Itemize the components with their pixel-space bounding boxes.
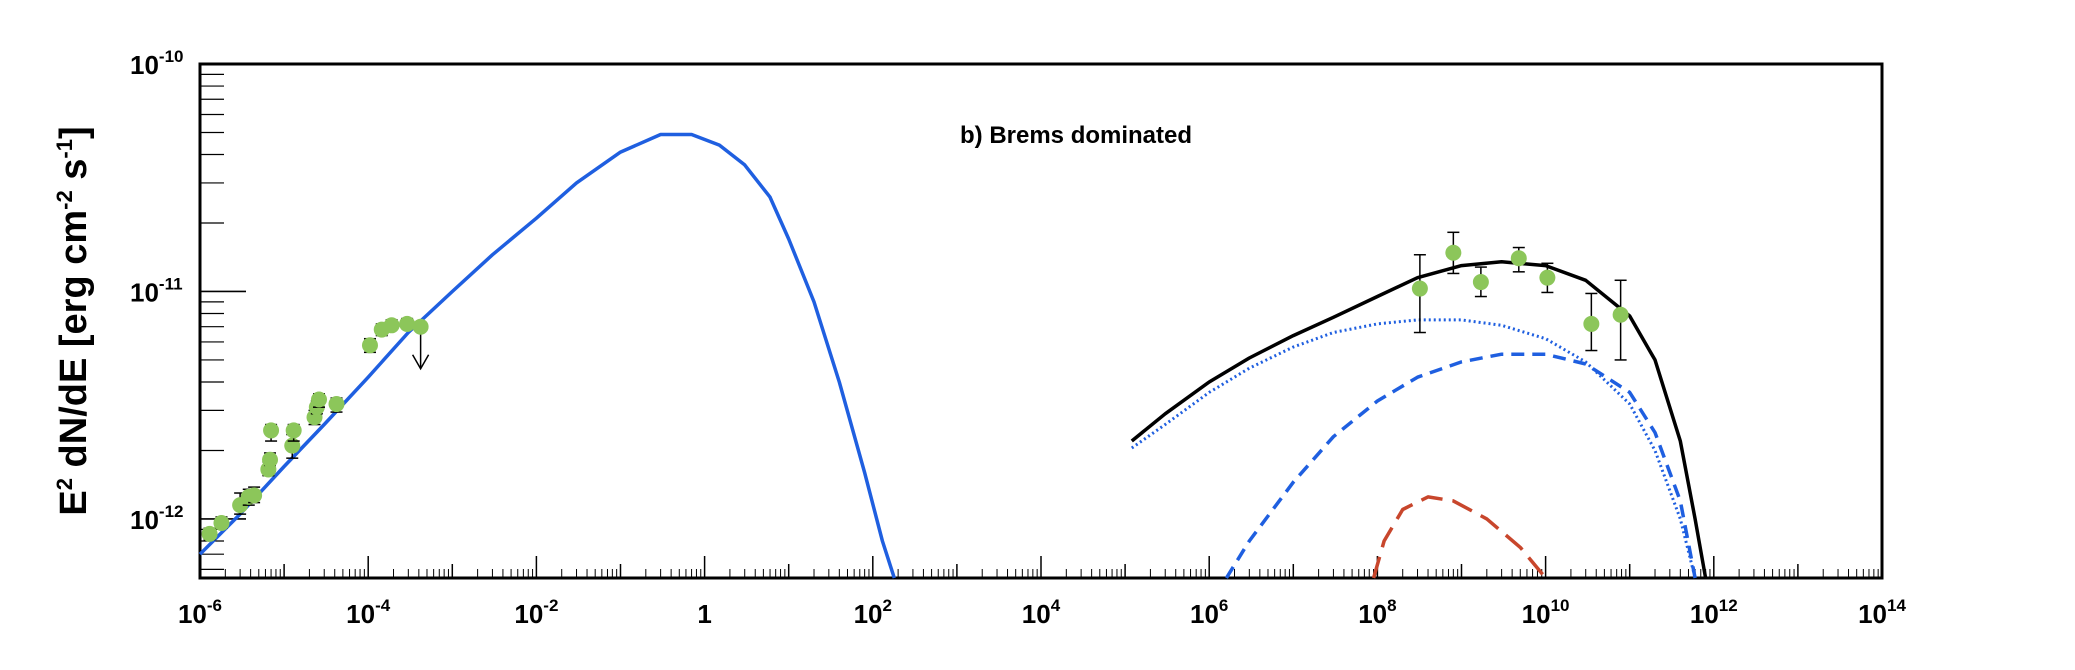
x-tick-label: 106: [1190, 596, 1228, 629]
data-marker: [1583, 315, 1600, 332]
data-marker: [285, 422, 302, 439]
x-tick-label: 1010: [1522, 596, 1570, 629]
x-tick-label: 1012: [1690, 596, 1738, 629]
x-tick-label: 1014: [1858, 596, 1906, 629]
data-point: [1510, 246, 1527, 273]
y-tick-labels: 10-12 10-11 10-10: [130, 47, 184, 535]
upper-limit-arrowhead: [411, 354, 430, 371]
data-marker: [246, 487, 263, 504]
x-tick-label: 10-4: [346, 596, 391, 629]
data-marker: [262, 451, 279, 468]
data-point: [201, 525, 218, 542]
data-marker: [1445, 244, 1462, 261]
model-curve-dotted-2: [1130, 318, 1697, 579]
y-tick-label: 10-12: [130, 502, 184, 535]
axis-ticks: [199, 63, 1879, 578]
data-marker: [1411, 280, 1428, 297]
data-marker: [201, 525, 218, 542]
data-point: [263, 422, 280, 442]
x-tick-label: 102: [854, 596, 892, 629]
data-point: [361, 337, 378, 354]
data-point: [399, 315, 416, 332]
data-marker: [263, 422, 280, 439]
data-point: [383, 317, 400, 334]
data-point: [1612, 279, 1629, 361]
x-tick-label: 10-6: [178, 596, 222, 629]
data-marker: [284, 437, 301, 454]
y-tick-label: 10-10: [130, 47, 184, 80]
data-marker: [328, 396, 345, 413]
data-point: [1411, 254, 1428, 334]
y-tick-label: 10-11: [130, 274, 183, 307]
data-point: [246, 486, 263, 504]
model-curve-solid-1: [1130, 260, 1708, 579]
data-point: [328, 396, 345, 413]
data-point: [1445, 231, 1462, 275]
data-point: [285, 422, 302, 442]
data-point: [1539, 262, 1556, 294]
model-curve-dashed-3: [1224, 352, 1697, 579]
data-marker: [1472, 274, 1489, 291]
model-curve-solid-0: [198, 132, 896, 579]
data-point: [310, 391, 327, 408]
data-point: [1583, 292, 1600, 352]
model-curve-longdash-4: [1371, 495, 1547, 580]
data-marker: [383, 317, 400, 334]
y-axis-label: E2 dN/dE [erg cm-2 s-1]: [52, 126, 95, 515]
x-tick-label: 108: [1358, 596, 1396, 629]
x-tick-label: 10-2: [514, 596, 558, 629]
data-marker: [361, 337, 378, 354]
data-marker: [310, 391, 327, 408]
x-tick-labels: 10-6 10-4 10-2 1 102 104 106 108 1010 1012 1014: [178, 596, 1906, 629]
data-point: [213, 514, 230, 531]
data-point: [1472, 266, 1489, 298]
data-marker: [1539, 269, 1556, 286]
data-marker: [399, 315, 416, 332]
data-marker: [1510, 250, 1527, 267]
chart-annotation: b) Brems dominated: [960, 122, 1192, 149]
data-marker: [213, 514, 230, 531]
data-points: [201, 231, 1629, 542]
data-marker: [412, 318, 429, 335]
data-point: [262, 451, 279, 468]
data-point: [411, 318, 430, 371]
data-marker: [1612, 306, 1629, 323]
x-tick-label: 104: [1022, 596, 1061, 629]
model-curves: [198, 132, 1708, 580]
x-tick-label: 1: [697, 599, 711, 629]
